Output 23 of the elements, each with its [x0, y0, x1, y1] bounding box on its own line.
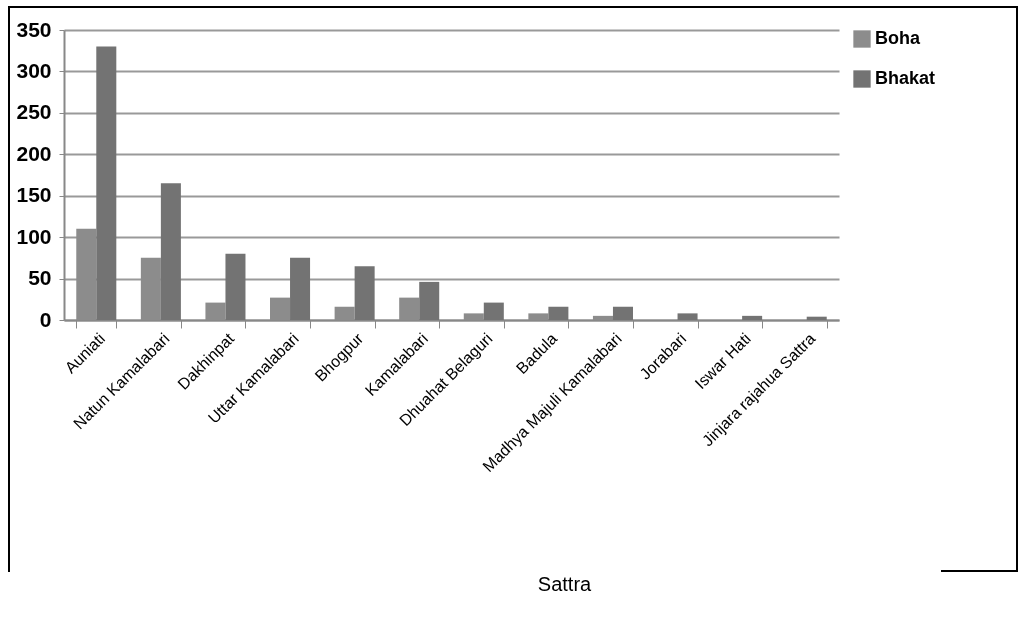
y-tick-label: 50 — [28, 266, 52, 290]
bar — [160, 183, 181, 320]
bar — [742, 315, 763, 320]
bar — [225, 253, 246, 320]
y-tick-label: 100 — [16, 224, 52, 248]
bar — [612, 306, 633, 320]
bar — [354, 266, 375, 320]
bar — [677, 313, 698, 320]
legend-label: Boha — [875, 28, 921, 48]
y-tick-label: 300 — [16, 58, 52, 82]
y-tick-label: 350 — [16, 17, 52, 41]
bar — [419, 281, 440, 320]
y-tick-label: 150 — [16, 183, 52, 207]
bar — [96, 46, 117, 320]
bar — [548, 306, 569, 320]
bar — [483, 302, 504, 320]
x-axis-title: Sattra — [537, 573, 593, 596]
y-tick-label: 200 — [16, 141, 52, 165]
y-tick-label: 0 — [39, 307, 52, 331]
bar — [290, 257, 311, 320]
y-tick-label: 250 — [16, 100, 52, 124]
bar — [806, 316, 827, 320]
legend-label: Bhakat — [875, 68, 936, 88]
